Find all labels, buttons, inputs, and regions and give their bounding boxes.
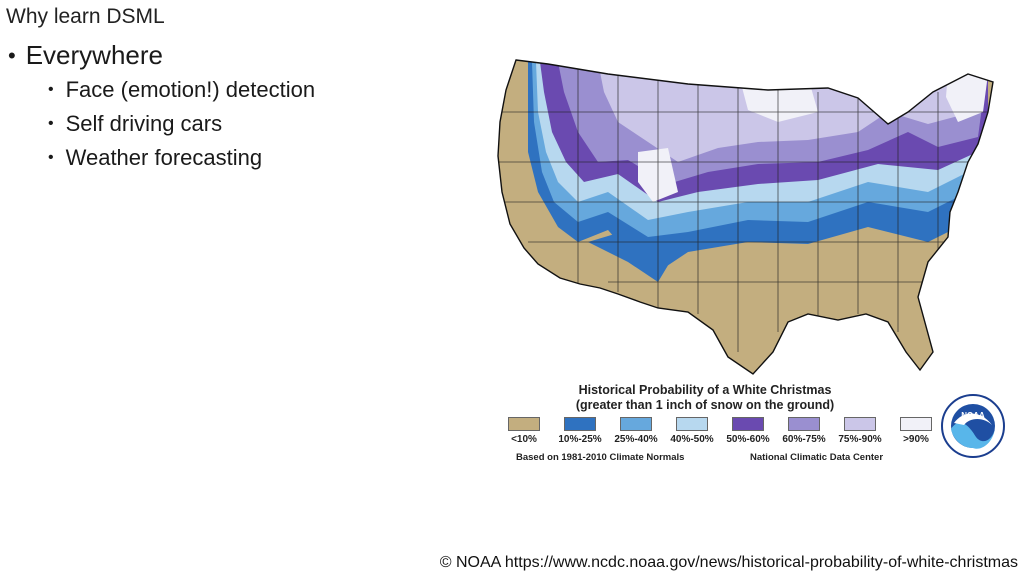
subbullet: • Self driving cars bbox=[48, 111, 315, 137]
legend-label: 25%-40% bbox=[614, 434, 658, 445]
map-legend: <10% 10%-25% 25%-40% 40%-50% 50%-60% 60%… bbox=[508, 417, 932, 445]
legend-label: <10% bbox=[511, 434, 537, 445]
legend-item: 75%-90% bbox=[838, 417, 882, 445]
bullet-dot-icon: • bbox=[48, 115, 54, 132]
legend-label: >90% bbox=[903, 434, 929, 445]
legend-item: 50%-60% bbox=[726, 417, 770, 445]
legend-swatch bbox=[844, 417, 876, 431]
map-legend-title: Historical Probability of a White Christ… bbox=[578, 383, 832, 397]
noaa-logo-icon: NOAA bbox=[940, 393, 1006, 459]
legend-item: >90% bbox=[900, 417, 932, 445]
slide-title: Why learn DSML bbox=[6, 5, 165, 28]
us-map-image bbox=[497, 59, 994, 375]
subbullet-text: Weather forecasting bbox=[65, 145, 263, 170]
legend-label: 75%-90% bbox=[838, 434, 882, 445]
legend-item: 40%-50% bbox=[670, 417, 714, 445]
logo-text: NOAA bbox=[961, 411, 985, 420]
subbullet-text: Self driving cars bbox=[65, 111, 223, 136]
bullet-list: • Everywhere • Face (emotion!) detection… bbox=[8, 40, 315, 179]
legend-swatch bbox=[508, 417, 540, 431]
bullet-dot-icon: • bbox=[8, 42, 16, 68]
source-credit: © NOAA https://www.ncdc.noaa.gov/news/hi… bbox=[439, 554, 1018, 571]
bullet-dot-icon: • bbox=[48, 81, 54, 98]
legend-item: <10% bbox=[508, 417, 540, 445]
bullet-main-text: Everywhere bbox=[25, 40, 163, 70]
climate-normals-note: Based on 1981-2010 Climate Normals bbox=[516, 452, 685, 463]
bullet-dot-icon: • bbox=[48, 149, 54, 166]
legend-swatch bbox=[900, 417, 932, 431]
us-white-christmas-map bbox=[488, 52, 1008, 382]
legend-label: 50%-60% bbox=[726, 434, 770, 445]
subbullet-text: Face (emotion!) detection bbox=[65, 77, 316, 102]
subbullet: • Weather forecasting bbox=[48, 145, 315, 171]
legend-label: 60%-75% bbox=[782, 434, 826, 445]
legend-swatch bbox=[788, 417, 820, 431]
source-note: National Climatic Data Center bbox=[750, 452, 884, 463]
legend-swatch bbox=[732, 417, 764, 431]
legend-item: 10%-25% bbox=[558, 417, 602, 445]
legend-item: 60%-75% bbox=[782, 417, 826, 445]
legend-item: 25%-40% bbox=[614, 417, 658, 445]
map-legend-subtitle: (greater than 1 inch of snow on the grou… bbox=[575, 398, 835, 412]
bullet-main: • Everywhere bbox=[8, 40, 315, 71]
legend-swatch bbox=[564, 417, 596, 431]
legend-label: 10%-25% bbox=[558, 434, 602, 445]
legend-label: 40%-50% bbox=[670, 434, 714, 445]
subbullet: • Face (emotion!) detection bbox=[48, 77, 315, 103]
legend-swatch bbox=[676, 417, 708, 431]
legend-swatch bbox=[620, 417, 652, 431]
